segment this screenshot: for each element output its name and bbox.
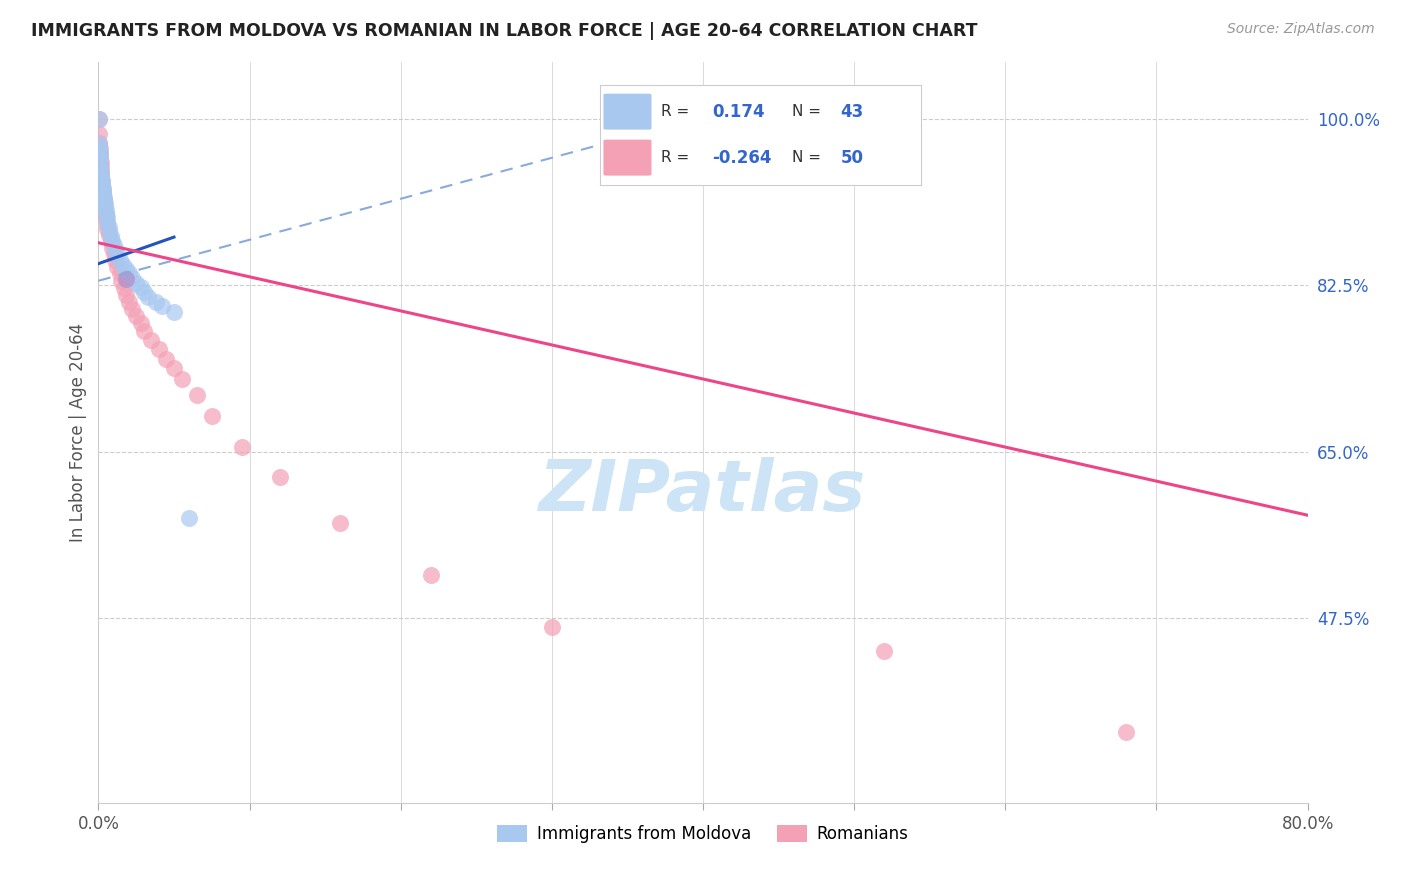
Text: Source: ZipAtlas.com: Source: ZipAtlas.com [1227,22,1375,37]
Point [148,342,170,356]
Point [89,127,111,141]
Point [111,258,134,272]
Point [90,164,112,178]
Point [163,305,186,319]
Point [90,164,112,178]
Point [201,409,224,423]
Point [540,620,562,634]
Point [125,309,148,323]
Point [103,247,125,261]
Point [136,290,159,304]
Point [89,136,111,150]
Point [121,302,143,317]
Point [89,160,111,174]
Point [90,169,112,184]
Point [114,262,136,277]
Point [121,271,143,285]
Point [87,112,110,127]
Point [90,174,112,188]
Point [93,190,115,204]
Point [118,294,141,309]
Point [93,193,115,207]
Point [179,511,201,525]
Point [91,188,114,202]
Point [1115,724,1137,739]
Point [91,180,114,194]
Point [100,234,122,248]
Point [114,272,136,286]
Point [91,184,114,198]
Point [105,247,128,261]
Point [231,440,253,454]
Point [90,174,112,188]
Point [91,178,114,193]
Point [145,294,167,309]
Point [141,333,163,347]
Point [103,237,125,252]
Point [96,210,118,224]
Point [101,240,124,255]
Point [329,516,352,530]
Point [91,186,114,201]
Point [100,229,122,244]
Point [104,244,127,258]
Point [89,150,111,164]
Point [150,299,173,313]
Point [129,317,152,331]
Point [420,568,443,582]
Point [108,266,131,280]
Point [98,219,121,234]
Point [129,280,152,294]
Point [170,371,193,385]
Point [94,207,117,221]
Point [132,324,155,338]
Point [186,387,208,401]
Point [89,145,111,160]
Point [89,141,111,155]
Point [89,150,111,164]
Point [96,215,118,229]
Point [91,178,114,193]
Point [89,141,111,155]
Point [89,145,111,160]
Point [94,202,117,217]
Point [96,221,118,235]
Point [269,470,291,484]
Point [94,200,117,214]
Point [105,260,128,274]
Point [155,351,177,366]
Point [101,234,124,248]
Point [98,224,121,238]
Point [163,361,186,376]
Point [87,112,110,127]
Point [94,207,117,221]
Text: ZIPatlas: ZIPatlas [540,458,866,526]
Point [90,155,112,169]
Y-axis label: In Labor Force | Age 20-64: In Labor Force | Age 20-64 [69,323,87,542]
Point [112,281,135,295]
Point [90,171,112,186]
Point [94,195,117,210]
Point [93,198,115,212]
Point [98,228,121,243]
Point [114,288,136,302]
Point [90,160,112,174]
Point [91,184,114,198]
Point [104,252,127,267]
Point [93,193,115,207]
Point [96,217,118,231]
Point [110,274,132,288]
Point [125,276,148,290]
Point [93,202,115,217]
Point [89,155,111,169]
Text: IMMIGRANTS FROM MOLDOVA VS ROMANIAN IN LABOR FORCE | AGE 20-64 CORRELATION CHART: IMMIGRANTS FROM MOLDOVA VS ROMANIAN IN L… [31,22,977,40]
Point [90,169,112,184]
Point [873,644,896,658]
Point [118,266,141,280]
Legend: Immigrants from Moldova, Romanians: Immigrants from Moldova, Romanians [491,819,915,850]
Point [89,136,111,150]
Point [132,285,155,300]
Point [108,252,131,267]
Point [94,212,117,227]
